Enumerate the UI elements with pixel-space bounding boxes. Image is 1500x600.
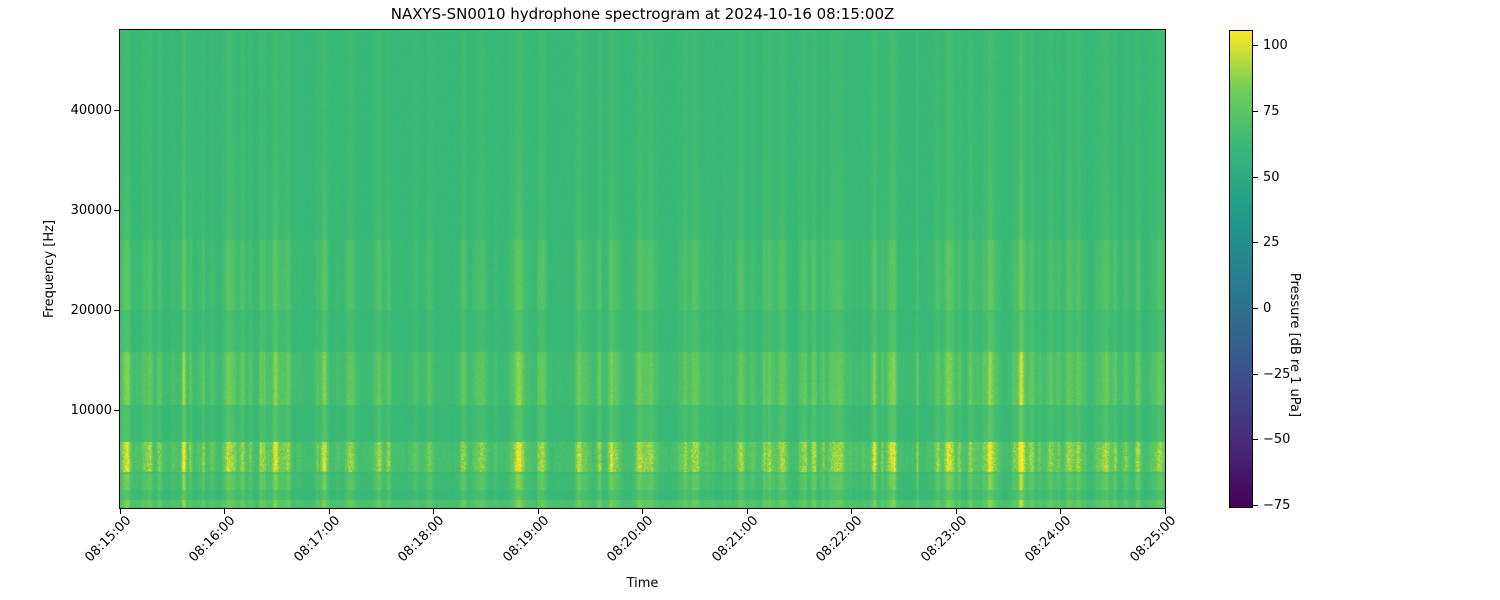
x-tick-label: 08:25:00 bbox=[1127, 513, 1179, 566]
x-tick-label: 08:18:00 bbox=[395, 513, 448, 566]
colorbar-tick-label: −75 bbox=[1263, 497, 1291, 513]
colorbar-gradient bbox=[1229, 30, 1253, 508]
colorbar-tick-mark bbox=[1253, 110, 1258, 112]
x-tick-label: 08:22:00 bbox=[813, 513, 866, 566]
colorbar-tick-label: 50 bbox=[1263, 169, 1280, 185]
x-tick-label: 08:24:00 bbox=[1022, 513, 1075, 566]
y-tick-label: 30000 bbox=[70, 202, 112, 218]
colorbar-tick-mark bbox=[1253, 176, 1258, 178]
x-tick-mark bbox=[328, 509, 330, 514]
x-tick-mark bbox=[746, 509, 748, 514]
colorbar-tick-mark bbox=[1253, 242, 1258, 244]
x-tick-label: 08:17:00 bbox=[291, 513, 343, 566]
colorbar-tick-mark bbox=[1253, 439, 1258, 441]
x-tick-mark bbox=[1164, 509, 1166, 514]
y-axis-label: Frequency [Hz] bbox=[42, 219, 57, 319]
colorbar-tick-mark bbox=[1253, 45, 1258, 47]
x-tick-mark bbox=[537, 509, 539, 514]
x-tick-label: 08:15:00 bbox=[82, 513, 134, 566]
y-tick-label: 40000 bbox=[70, 102, 112, 118]
x-tick-mark bbox=[224, 509, 225, 514]
x-tick-label: 08:23:00 bbox=[918, 513, 970, 566]
colorbar-tick-label: 0 bbox=[1263, 300, 1272, 316]
x-tick-label: 08:21:00 bbox=[709, 513, 761, 566]
x-tick-label: 08:19:00 bbox=[500, 513, 552, 566]
y-tick-label: 10000 bbox=[70, 402, 112, 418]
colorbar-tick-mark bbox=[1253, 307, 1258, 309]
x-tick-mark bbox=[433, 509, 434, 514]
x-tick-mark bbox=[642, 509, 643, 514]
colorbar-tick-mark bbox=[1253, 373, 1258, 375]
x-tick-mark bbox=[1060, 509, 1061, 514]
x-tick-mark bbox=[119, 509, 121, 514]
x-tick-label: 08:16:00 bbox=[186, 513, 239, 566]
spectrogram-heatmap bbox=[120, 30, 1165, 508]
colorbar-tick-label: 75 bbox=[1263, 103, 1280, 119]
colorbar-tick-mark bbox=[1253, 504, 1258, 506]
y-tick-mark bbox=[114, 309, 119, 311]
colorbar-tick-label: 25 bbox=[1263, 235, 1280, 251]
x-axis-label: Time bbox=[626, 576, 659, 591]
chart-title: NAXYS-SN0010 hydrophone spectrogram at 2… bbox=[390, 5, 895, 23]
x-tick-mark bbox=[851, 509, 852, 514]
y-tick-mark bbox=[114, 409, 119, 411]
colorbar-tick-label: −50 bbox=[1263, 432, 1291, 448]
y-tick-label: 20000 bbox=[70, 302, 112, 318]
y-tick-mark bbox=[114, 209, 119, 211]
colorbar-tick-label: 100 bbox=[1263, 38, 1288, 54]
y-tick-mark bbox=[114, 109, 119, 111]
x-tick-mark bbox=[955, 509, 957, 514]
colorbar-label: Pressure [dB re 1 uPa] bbox=[1287, 272, 1302, 418]
x-tick-label: 08:20:00 bbox=[604, 513, 657, 566]
colorbar-tick-label: −25 bbox=[1263, 366, 1291, 382]
